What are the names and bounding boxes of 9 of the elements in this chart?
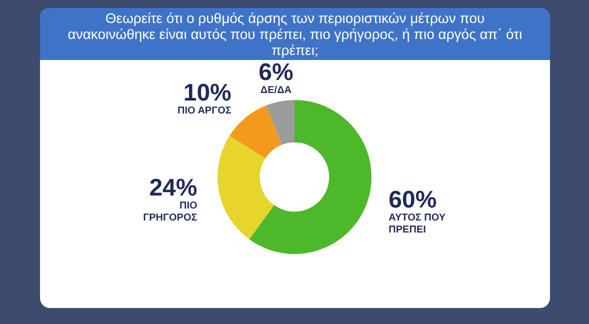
slice-label: ΠΙΟ ΓΡΗΓΟΡΟΣ (143, 200, 198, 224)
data-label: 24% (149, 174, 198, 202)
data-label: 6% (258, 58, 294, 86)
slice-label: ΠΙΟ ΑΡΓΟΣ (178, 106, 232, 117)
slice-label: ΑΥΤΟΣ ΠΟΥ ΠΡΕΠΕΙ (388, 212, 446, 236)
slice-label: ΔΕ/ΔΑ (260, 84, 292, 96)
data-label: 60% (388, 186, 437, 214)
data-label: 10% (183, 80, 232, 107)
chart-title: Θεωρείτε ότι ο ρυθμός άρσης των περιοριστικών μέτρων που ανακοινώθηκε είναι αυτός που πρέπει, πιο γρήγορος, ή πιο αργός απ΄ ότι πρέπει; (66, 10, 524, 58)
